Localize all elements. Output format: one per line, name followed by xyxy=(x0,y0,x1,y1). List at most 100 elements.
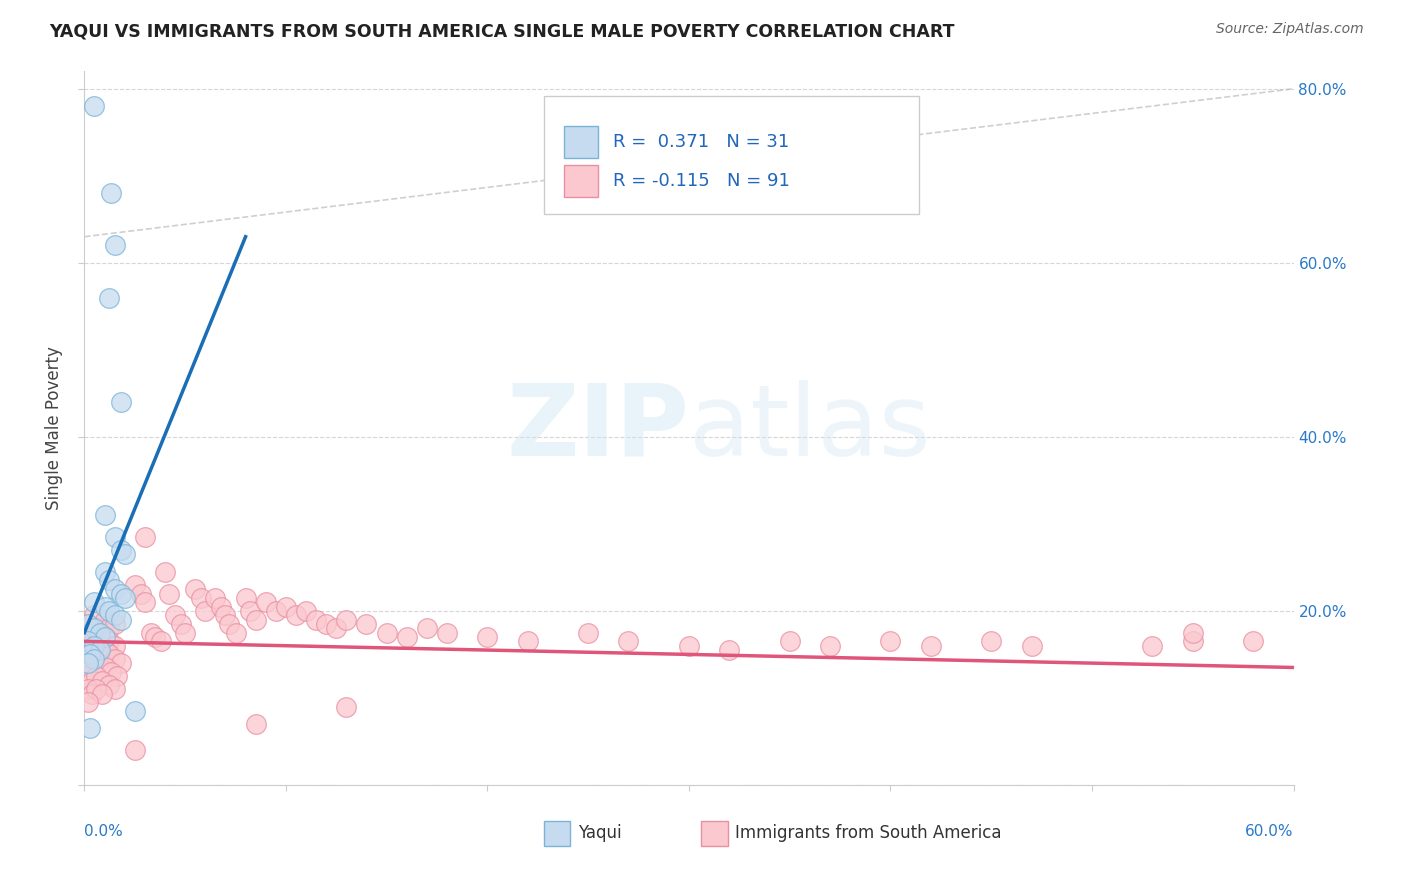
Point xyxy=(395,630,418,644)
Point xyxy=(129,586,152,600)
Point xyxy=(93,643,115,657)
Point xyxy=(89,639,111,653)
Point xyxy=(305,613,328,627)
Point xyxy=(235,591,257,605)
Point xyxy=(110,395,132,409)
Point xyxy=(1181,625,1204,640)
Point xyxy=(87,621,110,635)
Point xyxy=(82,673,104,688)
Point xyxy=(97,291,120,305)
Point xyxy=(104,682,127,697)
Text: YAQUI VS IMMIGRANTS FROM SOUTH AMERICA SINGLE MALE POVERTY CORRELATION CHART: YAQUI VS IMMIGRANTS FROM SOUTH AMERICA S… xyxy=(49,22,955,40)
Point xyxy=(110,586,132,600)
Point xyxy=(79,722,101,736)
Point xyxy=(104,530,127,544)
Point xyxy=(97,634,120,648)
Point xyxy=(576,625,599,640)
Point xyxy=(204,591,226,605)
Point xyxy=(225,625,247,640)
Point xyxy=(83,643,105,657)
Point xyxy=(97,574,120,588)
Point xyxy=(104,617,127,632)
Point xyxy=(879,634,901,648)
Point xyxy=(184,582,207,596)
Text: Immigrants from South America: Immigrants from South America xyxy=(735,824,1001,842)
Point xyxy=(149,634,172,648)
Point xyxy=(214,608,236,623)
Point xyxy=(114,547,136,561)
Point xyxy=(134,530,156,544)
Point xyxy=(89,625,111,640)
Point xyxy=(165,608,187,623)
Point xyxy=(91,673,114,688)
Y-axis label: Single Male Poverty: Single Male Poverty xyxy=(45,346,63,510)
Point xyxy=(980,634,1002,648)
Point xyxy=(105,669,128,683)
Point xyxy=(920,639,942,653)
Point xyxy=(134,595,156,609)
Bar xyxy=(544,821,571,846)
Point xyxy=(83,608,105,623)
Point xyxy=(77,682,100,697)
Point xyxy=(124,578,146,592)
Point xyxy=(356,617,378,632)
Point xyxy=(91,687,114,701)
Point xyxy=(190,591,212,605)
Point xyxy=(79,625,101,640)
Point xyxy=(245,717,267,731)
Point xyxy=(89,643,111,657)
Text: atlas: atlas xyxy=(689,380,931,476)
Point xyxy=(245,613,267,627)
Point xyxy=(77,669,100,683)
Point xyxy=(209,599,232,614)
Point xyxy=(100,186,122,201)
Point xyxy=(516,634,538,648)
Point xyxy=(87,656,110,670)
Point xyxy=(1021,639,1043,653)
Point xyxy=(818,639,841,653)
Point xyxy=(77,656,100,670)
FancyBboxPatch shape xyxy=(544,96,918,214)
Point xyxy=(93,660,115,674)
Point xyxy=(170,617,193,632)
Point xyxy=(104,608,127,623)
Text: ZIP: ZIP xyxy=(506,380,689,476)
Point xyxy=(93,613,115,627)
Point xyxy=(93,508,115,523)
Bar xyxy=(564,165,599,197)
Point xyxy=(264,604,287,618)
Point xyxy=(218,617,240,632)
Point xyxy=(315,617,337,632)
Point xyxy=(93,630,115,644)
Point xyxy=(97,621,120,635)
Point xyxy=(295,604,318,618)
Point xyxy=(77,634,100,648)
Point xyxy=(285,608,308,623)
Point xyxy=(86,682,108,697)
Point xyxy=(1142,639,1164,653)
Point xyxy=(83,639,105,653)
Point xyxy=(104,238,127,252)
Point xyxy=(77,643,100,657)
Point xyxy=(83,630,105,644)
Point xyxy=(477,630,499,644)
Point xyxy=(124,704,146,718)
Point xyxy=(335,613,357,627)
Point xyxy=(436,625,458,640)
Point xyxy=(779,634,801,648)
Point xyxy=(124,743,146,757)
Point xyxy=(86,669,108,683)
Point xyxy=(83,99,105,113)
Point xyxy=(83,595,105,609)
Point xyxy=(194,604,217,618)
Point xyxy=(82,660,104,674)
Point xyxy=(718,643,741,657)
Text: R =  0.371   N = 31: R = 0.371 N = 31 xyxy=(613,133,789,151)
Point xyxy=(83,652,105,666)
Point xyxy=(1241,634,1264,648)
Point xyxy=(77,634,100,648)
Point xyxy=(239,604,262,618)
Point xyxy=(174,625,197,640)
Point xyxy=(104,639,127,653)
Point xyxy=(77,656,100,670)
